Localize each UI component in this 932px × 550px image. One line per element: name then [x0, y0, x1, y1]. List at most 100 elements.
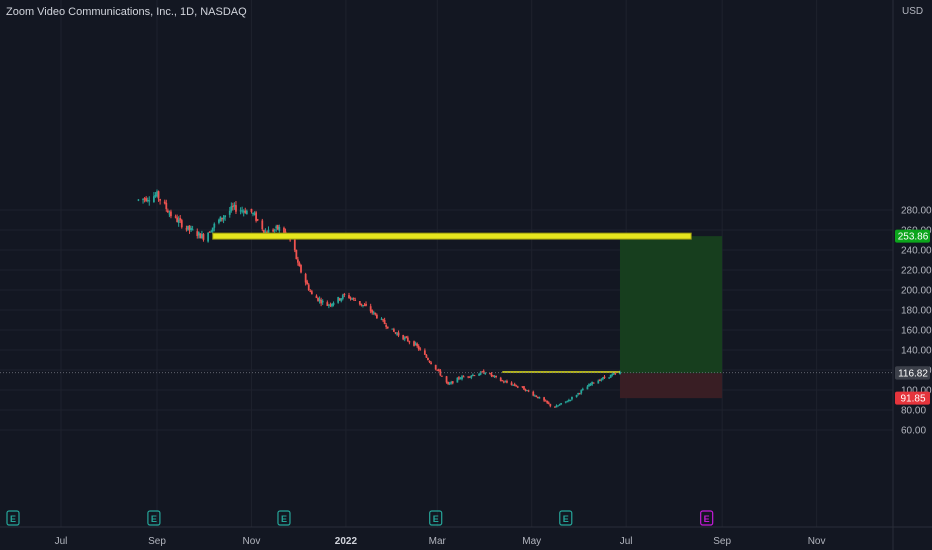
- candle-body: [272, 229, 275, 232]
- candle-body: [137, 199, 140, 201]
- candle-body: [159, 199, 161, 201]
- price-tick-label: 60.00: [901, 426, 926, 437]
- candle-body: [253, 213, 256, 215]
- candle-body: [363, 305, 366, 307]
- candle-body: [547, 402, 550, 404]
- candle-body: [609, 374, 612, 378]
- candle-body: [358, 301, 361, 305]
- earnings-icon: E: [700, 510, 714, 526]
- candle-body: [180, 220, 183, 228]
- candle-body: [348, 295, 350, 299]
- candle-body: [349, 297, 352, 299]
- candle-body: [224, 215, 227, 218]
- candle-body: [513, 384, 516, 386]
- candle-body: [535, 395, 538, 397]
- candle-body: [408, 341, 411, 343]
- candle-body: [471, 374, 474, 376]
- earnings-icon-box: [559, 510, 573, 526]
- candle-body: [252, 213, 254, 215]
- candle-body: [549, 403, 552, 407]
- candle-body: [375, 314, 378, 319]
- candle-body: [490, 373, 493, 376]
- candle-body: [600, 379, 603, 381]
- candle-body: [523, 386, 525, 390]
- candle-body: [448, 383, 451, 385]
- candle-body: [417, 345, 420, 350]
- candle-body: [402, 335, 405, 340]
- currency-label: USD: [902, 6, 924, 17]
- candle-body: [304, 273, 307, 283]
- candle-body: [428, 360, 431, 363]
- candle-body: [419, 348, 422, 350]
- candle-body: [447, 382, 449, 385]
- candle-body: [343, 293, 346, 295]
- candle-body: [283, 227, 285, 234]
- candle-body: [478, 374, 480, 376]
- time-tick-label: Nov: [243, 536, 261, 547]
- grid: [0, 0, 893, 527]
- earnings-icon-label: E: [281, 514, 287, 524]
- earnings-icon-label: E: [563, 514, 569, 524]
- candle-body: [219, 216, 222, 222]
- candle-body: [148, 200, 151, 202]
- candle-body: [382, 319, 384, 321]
- earnings-icon: E: [147, 510, 161, 526]
- candle-body: [374, 312, 377, 315]
- candle-body: [526, 390, 528, 392]
- candle-body: [566, 401, 569, 403]
- candle-body: [504, 381, 507, 383]
- price-badge-label: 91.85: [900, 394, 925, 405]
- candle-body: [202, 234, 205, 240]
- candle-body: [589, 384, 592, 386]
- candle-body: [163, 201, 166, 204]
- candle-body: [403, 337, 406, 340]
- candle-body: [235, 205, 237, 212]
- target-zone: [619, 236, 723, 374]
- candle-body: [578, 393, 581, 395]
- candle-body: [473, 375, 476, 377]
- candle-body: [201, 234, 203, 239]
- candle-body: [512, 384, 515, 386]
- candle-body: [300, 265, 302, 273]
- candle-body: [245, 210, 248, 215]
- candle-body: [276, 225, 279, 230]
- earnings-icon: E: [429, 510, 443, 526]
- candle-body: [391, 328, 394, 330]
- candle-body: [450, 381, 453, 384]
- candle-body: [326, 302, 329, 306]
- candle-body: [315, 295, 318, 299]
- candle-body: [256, 219, 259, 221]
- candle-body: [394, 332, 397, 334]
- earnings-icon-box: [700, 510, 714, 526]
- candle-body: [380, 318, 383, 320]
- candle-body: [306, 281, 309, 285]
- candle-body: [436, 369, 439, 371]
- candle-body: [495, 375, 497, 378]
- time-tick-label: Jul: [55, 536, 68, 547]
- candle-body: [470, 375, 473, 378]
- candle-body: [502, 381, 505, 383]
- candle-body: [191, 229, 194, 231]
- price-badge: 253.86: [895, 229, 930, 243]
- time-tick-label: Mar: [429, 536, 447, 547]
- candle-body: [467, 376, 470, 378]
- price-badge-bg: [895, 366, 930, 380]
- candle-body: [560, 403, 563, 405]
- candle-body: [168, 213, 171, 215]
- candle-body: [441, 375, 443, 377]
- candle-body: [462, 376, 465, 378]
- candle-body: [386, 326, 389, 329]
- price-tick-label: 160.00: [901, 326, 932, 337]
- candle-body: [365, 303, 367, 306]
- candle-body: [567, 400, 570, 402]
- candle-body: [439, 370, 442, 376]
- candle-body: [383, 319, 386, 324]
- candle-body: [537, 396, 539, 399]
- candle-body: [297, 259, 299, 263]
- price-tick-label: 200.00: [901, 286, 932, 297]
- earnings-icon-label: E: [151, 514, 157, 524]
- candle-body: [267, 229, 270, 235]
- candle-body: [437, 369, 440, 371]
- candle-body: [338, 298, 341, 301]
